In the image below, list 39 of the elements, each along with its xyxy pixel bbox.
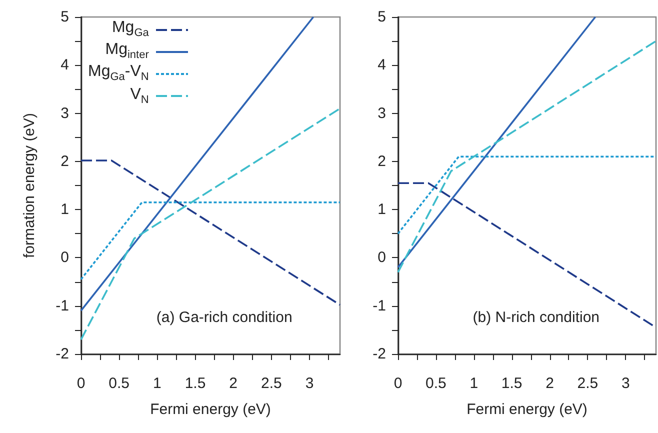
y-tick-label: 2 (60, 152, 69, 170)
x-tick-label: 0.5 (426, 375, 446, 392)
annotation: (b) N-rich condition (472, 309, 600, 326)
y-tick-label: 3 (60, 104, 69, 122)
x-axis-title: Fermi energy (eV) (466, 401, 588, 418)
y-tick-label: 5 (378, 8, 386, 26)
y-axis-title: formation energy (eV) (21, 112, 38, 258)
x-tick-label: 1 (153, 375, 162, 392)
x-tick-label: 1.5 (501, 375, 522, 392)
x-tick-label: 1 (470, 375, 478, 392)
x-tick-label: 2.5 (577, 375, 598, 392)
x-tick-label: 3 (621, 375, 630, 392)
legend-label: Mg$_{Ga}$ (110, 19, 150, 42)
y-tick-label: -1 (372, 297, 386, 314)
x-tick-label: 2 (546, 375, 554, 392)
y-tick-label: 2 (378, 152, 386, 170)
y-tick-label: -2 (372, 346, 386, 362)
y-tick-label: 1 (378, 201, 386, 218)
legend-label: Mg$_{inter}$ (104, 41, 150, 64)
x-tick-label: 1.5 (184, 375, 206, 392)
x-tick-label: 3 (305, 375, 314, 392)
y-tick-label: 1 (60, 201, 69, 218)
x-tick-label: 2.5 (261, 375, 282, 392)
y-tick-label: -2 (56, 346, 69, 362)
y-tick-label: -1 (56, 297, 69, 314)
legend-label: V$_{N}$ (129, 86, 150, 108)
x-axis-title: Fermi energy (eV) (150, 401, 271, 418)
legend-label: Mg$_{Ga}$-V$_{N}$ (88, 63, 150, 86)
annotation: (a) Ga-rich condition (156, 309, 292, 326)
y-tick-label: 5 (60, 8, 69, 26)
y-tick-label: 4 (378, 56, 386, 74)
y-tick-label: 3 (378, 104, 386, 122)
x-tick-label: 2 (229, 375, 238, 392)
y-tick-label: 4 (60, 56, 69, 74)
y-tick-label: 0 (60, 249, 69, 266)
x-tick-label: 0 (76, 375, 86, 392)
y-tick-label: 0 (378, 249, 386, 266)
x-tick-label: 0 (394, 375, 402, 392)
x-tick-label: 0.5 (108, 375, 130, 392)
